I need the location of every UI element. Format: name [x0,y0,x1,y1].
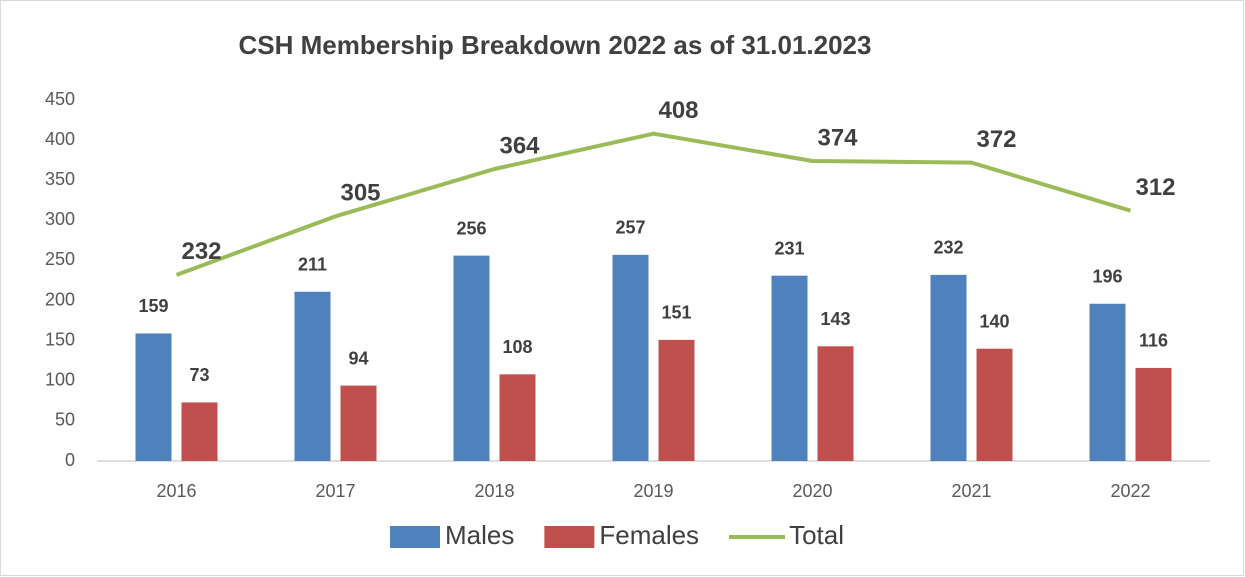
bar-value-label: 231 [774,238,804,258]
bar-value-label: 140 [979,311,1009,331]
y-tick-label: 0 [65,450,75,470]
line-value-label: 408 [658,97,698,124]
bar [453,255,490,461]
legend-label: Males [445,520,514,550]
x-tick-label: 2018 [474,481,514,501]
bar [612,254,649,461]
bar [181,402,218,461]
bar [340,385,377,461]
bar-value-label: 151 [661,303,691,323]
legend-label: Total [789,520,844,550]
bar-value-label: 256 [456,218,486,238]
line-value-label: 364 [499,132,540,159]
x-tick-label: 2017 [315,481,355,501]
y-tick-label: 450 [45,89,75,109]
bar-value-label: 196 [1092,267,1122,287]
y-tick-label: 350 [45,169,75,189]
x-tick-label: 2022 [1110,481,1150,501]
chart-title: CSH Membership Breakdown 2022 as of 31.0… [239,30,872,60]
legend-swatch [544,526,595,548]
bar [658,339,695,461]
legend-swatch [390,526,440,548]
y-tick-label: 200 [45,289,75,309]
bar-value-label: 257 [615,218,645,238]
bar-value-label: 94 [348,348,368,368]
y-tick-label: 50 [55,410,75,430]
x-tick-label: 2020 [792,481,832,501]
bar [499,374,536,461]
y-tick-label: 150 [45,329,75,349]
bar-value-label: 232 [933,238,963,258]
bar [135,333,172,461]
bar-value-label: 159 [138,296,168,316]
line-value-label: 232 [181,238,221,265]
line-value-label: 372 [976,126,1016,153]
bar [1089,303,1126,461]
y-tick-label: 400 [45,129,75,149]
bar-value-label: 116 [1139,331,1168,351]
x-tick-label: 2019 [633,481,673,501]
x-tick-label: 2021 [951,481,991,501]
y-tick-label: 300 [45,209,75,229]
bar [294,291,331,461]
bar [1135,367,1172,461]
bar [817,346,854,461]
line [175,131,1132,277]
bar-value-label: 211 [298,254,327,274]
bar-value-label: 108 [502,337,532,357]
line-value-label: 312 [1135,174,1175,201]
line-value-label: 374 [817,124,858,151]
bar [976,348,1013,461]
bar-value-label: 143 [820,309,850,329]
x-tick-label: 2016 [156,481,196,501]
legend-label: Females [599,520,699,550]
bar [930,274,967,461]
y-tick-label: 250 [45,249,75,269]
y-tick-label: 100 [45,370,75,390]
bar-value-label: 73 [189,365,209,385]
bar [771,275,808,461]
line-value-label: 305 [340,180,380,207]
